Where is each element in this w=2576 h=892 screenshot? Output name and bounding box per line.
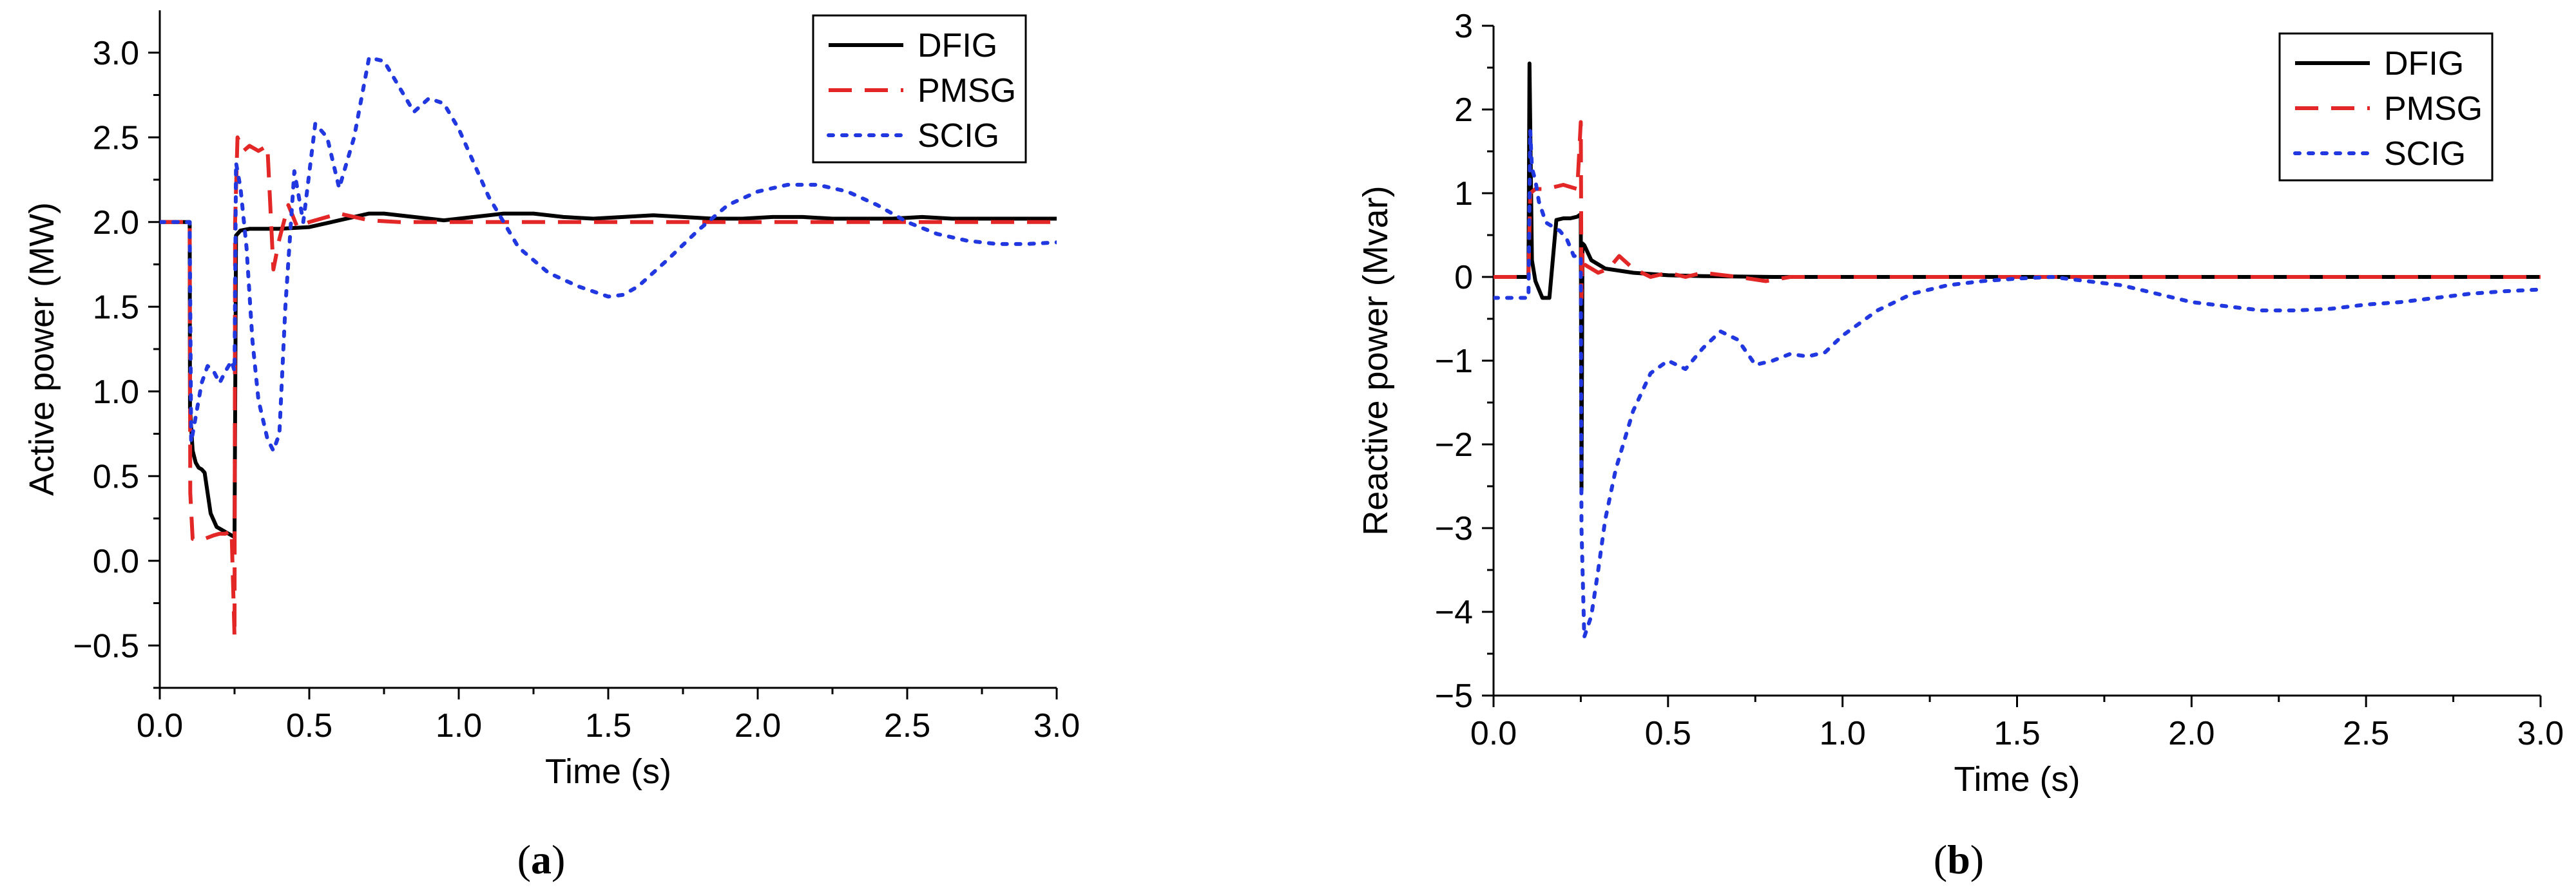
chart-b: 0.0 0.5 1.0 1.5 2.0 2.5 3.0 −5 −4 −3 −2 −1 0 1 2 3 Time … xyxy=(1356,8,2564,882)
legend-label-pmsg: PMSG xyxy=(918,72,1016,109)
series-line-pmsg xyxy=(160,135,1057,640)
y-tick-label: 0.5 xyxy=(93,458,139,495)
y-tick-label: −5 xyxy=(1435,678,1473,715)
legend: DFIG PMSG SCIG xyxy=(2278,32,2494,182)
x-tick-label: 2.0 xyxy=(735,707,781,745)
x-tick-label: 0.0 xyxy=(1470,715,1517,752)
x-axis-title: Time (s) xyxy=(545,752,671,791)
x-tick-label: 0.5 xyxy=(1645,715,1691,752)
plot-area xyxy=(1494,61,2541,639)
x-tick-label: 2.0 xyxy=(2168,715,2215,752)
y-tick-label: 2.5 xyxy=(93,119,139,157)
series-line-pmsg xyxy=(1494,120,2541,300)
x-tick-label: 1.0 xyxy=(436,707,482,745)
y-tick-label: −4 xyxy=(1435,594,1473,631)
y-tick-label: 2 xyxy=(1454,91,1473,129)
legend-label-scig: SCIG xyxy=(918,117,999,155)
y-tick-label: −2 xyxy=(1435,426,1473,464)
x-axis-title: Time (s) xyxy=(1954,760,2081,799)
y-tick-label: 1 xyxy=(1454,175,1473,213)
legend-label-scig: SCIG xyxy=(2384,135,2466,173)
y-tick-label: 1.0 xyxy=(93,374,139,411)
x-tick-label: 1.0 xyxy=(1820,715,1866,752)
plot-area xyxy=(160,55,1057,640)
x-tick-label: 0.0 xyxy=(137,707,183,745)
y-tick-label: −3 xyxy=(1435,510,1473,547)
y-tick-label: 3.0 xyxy=(93,35,139,72)
y-tick-label: 3 xyxy=(1454,8,1473,45)
x-tick-label: 3.0 xyxy=(2517,715,2564,752)
series-line-dfig xyxy=(160,211,1057,539)
y-tick-label: 0.0 xyxy=(93,543,139,580)
chart-a: 0.0 0.5 1.0 1.5 2.0 2.5 3.0 −0.5 0.0 0.5 1.0 1.5 2.0… xyxy=(23,10,1080,882)
legend-label-dfig: DFIG xyxy=(918,27,997,64)
panel-label: a xyxy=(531,837,552,882)
panel-caption: (b) xyxy=(1934,837,1984,882)
y-axis-title: Active power (MW) xyxy=(23,202,61,496)
y-tick-label: 1.5 xyxy=(93,289,139,326)
x-tick-label: 1.5 xyxy=(585,707,631,745)
x-tick-label: 1.5 xyxy=(1994,715,2040,752)
y-tick-label: 0 xyxy=(1454,259,1473,296)
series-line-scig xyxy=(160,55,1057,453)
y-axis-title: Reactive power (Mvar) xyxy=(1356,185,1395,535)
panel-caption: (a) xyxy=(517,837,566,882)
series-line-scig xyxy=(1494,128,2541,639)
y-tick-label: −1 xyxy=(1435,343,1473,380)
legend-label-pmsg: PMSG xyxy=(2384,90,2483,128)
y-tick-label: −0.5 xyxy=(73,627,139,665)
legend: DFIG PMSG SCIG xyxy=(812,14,1027,164)
legend-label-dfig: DFIG xyxy=(2384,45,2464,82)
y-tick-label: 2.0 xyxy=(93,204,139,242)
x-tick-label: 2.5 xyxy=(884,707,930,745)
x-tick-label: 3.0 xyxy=(1033,707,1080,745)
x-tick-label: 2.5 xyxy=(2343,715,2389,752)
x-tick-label: 0.5 xyxy=(286,707,332,745)
panel-label: b xyxy=(1947,837,1970,882)
